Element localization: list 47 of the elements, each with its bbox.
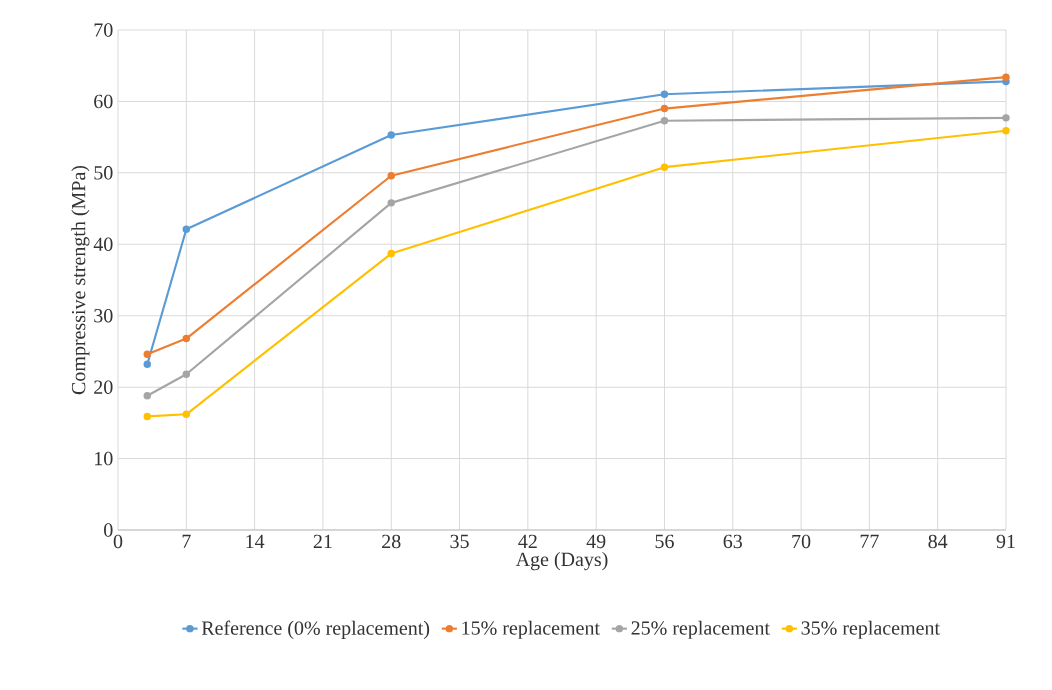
- x-tick-label: 63: [723, 534, 742, 549]
- x-tick-label: 7: [182, 534, 191, 548]
- x-tick-label: 0: [113, 534, 123, 549]
- y-tick-label: 40: [93, 237, 113, 252]
- x-tick-label: 49: [586, 534, 606, 549]
- point: [1002, 73, 1010, 81]
- point: [387, 171, 395, 180]
- x-tick-label: 77: [860, 534, 879, 548]
- point: [143, 350, 152, 359]
- x-tick-label: 21: [313, 534, 332, 548]
- y-tick-label: 10: [95, 451, 113, 466]
- point: [1002, 114, 1010, 122]
- point: [1002, 126, 1010, 135]
- point: [387, 131, 395, 139]
- y-tick-label: 50: [94, 166, 113, 180]
- point: [182, 334, 191, 343]
- y-tick-label: 70: [94, 23, 113, 37]
- x-tick-label: 56: [655, 534, 674, 549]
- point: [387, 249, 395, 258]
- point: [182, 370, 191, 379]
- point: [143, 391, 152, 400]
- x-axis-title: Age (Days): [515, 552, 608, 571]
- x-tick-label: 70: [792, 534, 811, 549]
- x-tick-label: 28: [382, 534, 401, 549]
- point: [387, 199, 395, 207]
- x-tick-label: 14: [246, 534, 265, 548]
- y-tick-label: 0: [104, 523, 113, 537]
- x-tick-label: 35: [450, 534, 469, 549]
- y-tick-label: 60: [94, 94, 113, 109]
- point: [660, 90, 669, 99]
- legend-label: 15% replacement: [462, 620, 600, 639]
- point: [660, 104, 669, 113]
- legend-label: Reference (0% replacement): [201, 620, 430, 639]
- x-tick-label: 91: [996, 534, 1015, 549]
- legend-label: 25% replacement: [631, 620, 770, 639]
- legend-label: 35% replacement: [801, 620, 940, 639]
- point: [660, 163, 669, 171]
- x-tick-label: 84: [928, 534, 948, 549]
- y-tick-label: 20: [94, 380, 113, 394]
- y-tick-label: 30: [94, 308, 113, 323]
- x-tick-label: 42: [518, 534, 537, 548]
- point: [660, 116, 669, 125]
- point: [143, 360, 152, 369]
- point: [143, 412, 152, 421]
- point: [182, 410, 191, 419]
- y-axis-title: Compressive strength (MPa): [71, 165, 90, 395]
- point: [182, 225, 191, 234]
